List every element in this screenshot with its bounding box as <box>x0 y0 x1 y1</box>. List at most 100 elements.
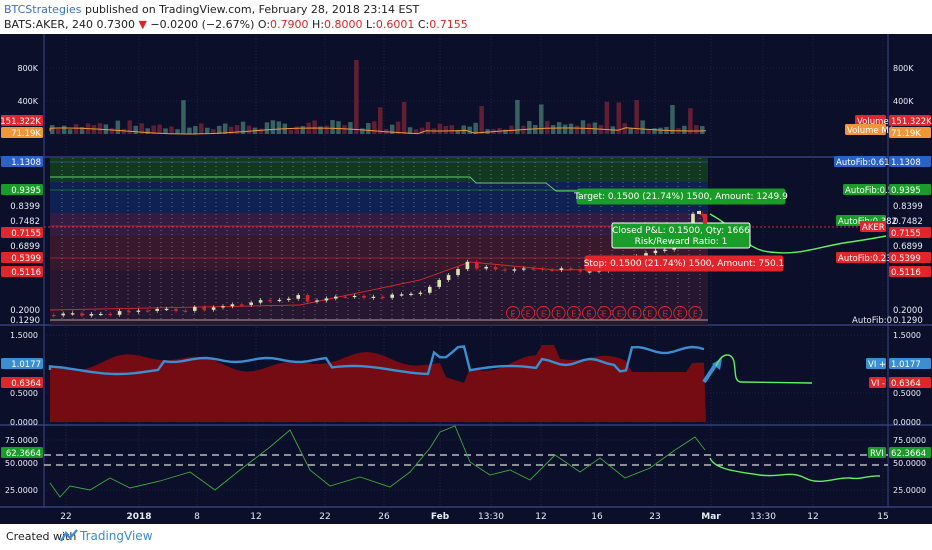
symbol-price-value-bg <box>889 227 931 238</box>
volume-bar <box>211 129 216 134</box>
vi-minus-left-label-bg <box>1 377 43 388</box>
volume-bar <box>318 126 323 134</box>
volume-axis-tick: 400K <box>893 97 914 106</box>
chart-canvas[interactable]: E E E E E E E E E E E E E 22 2018 8 12 22 26 Feb 13:30 12 16 2… <box>0 34 932 524</box>
candle-body <box>390 294 394 298</box>
candle-body <box>99 313 103 316</box>
candle-body <box>334 296 338 299</box>
tradingview-logo-icon <box>60 529 78 542</box>
candle-body <box>428 286 432 293</box>
earnings-marker-icon <box>658 306 672 320</box>
candle-body <box>352 295 357 298</box>
candle-body <box>587 271 592 273</box>
candle-body <box>399 294 404 296</box>
vi-axis-tick: 0.5000 <box>893 389 921 398</box>
candle-body <box>230 304 235 307</box>
volume-bar <box>169 126 174 134</box>
rvi-axis-tick: 50.0000 <box>893 459 926 468</box>
symbol-price-name: AKER <box>862 223 885 233</box>
rvi-left-label-bg <box>1 447 43 458</box>
volume-bar <box>354 60 359 134</box>
candle-body <box>512 269 517 271</box>
volume-bar <box>61 125 67 134</box>
symbol-name[interactable]: BATS:AKER, 240 <box>4 18 93 31</box>
vol-ma-right-name-bg <box>845 124 886 135</box>
volume-bar <box>97 123 103 134</box>
earnings-marker-label: E <box>617 310 622 319</box>
published-text: published on TradingView.com, February 2… <box>84 3 420 16</box>
rvi-right-value-bg <box>889 447 931 458</box>
earnings-marker-label: E <box>526 310 531 319</box>
earnings-marker-icon <box>566 306 581 320</box>
time-tick-label: 26 <box>378 512 390 522</box>
time-tick-label: 13:30 <box>478 512 504 522</box>
candle-body <box>221 306 225 308</box>
volume-bar <box>652 128 657 134</box>
volume-bar <box>592 122 598 134</box>
candle-body <box>381 296 385 298</box>
price-left-label: 1.1308 <box>11 158 41 168</box>
volume-bar <box>300 126 305 134</box>
volume-bar <box>187 127 192 134</box>
time-tick-label: 23 <box>649 512 660 522</box>
volume-axis-tick: 800K <box>17 64 38 73</box>
close-value: 0.7155 <box>429 18 468 31</box>
closed-pnl-box[interactable]: Closed P&L: 0.1500, Qty: 1666Risk/Reward… <box>611 222 751 249</box>
rvi-right-name-bg <box>868 447 886 458</box>
volume-bar <box>437 123 443 134</box>
vi-minus-right-value: 0.6364 <box>891 379 921 389</box>
volume-bar <box>270 120 276 134</box>
time-tick-label: 15 <box>877 512 888 522</box>
volume-bar <box>115 120 121 134</box>
price-right-tick: 0.1290 <box>893 316 923 326</box>
candle-body <box>296 295 300 299</box>
price-right-tick: 0.7482 <box>893 217 923 227</box>
closed-pnl-box-text: Closed P&L: 0.1500, Qty: 1666 <box>612 226 750 236</box>
author-link[interactable]: BTCStrategies <box>4 3 82 16</box>
target-box[interactable]: Target: 0.1500 (21.74%) 1500, Amount: 12… <box>573 188 788 205</box>
candle-body <box>315 300 319 302</box>
earnings-marker-label: E <box>602 310 607 319</box>
volume-bar <box>378 107 383 134</box>
vi-axis-tick: 0.0000 <box>893 418 921 427</box>
volume-bar <box>181 100 186 134</box>
candle-body <box>484 266 488 269</box>
price-right-tick: 0.8399 <box>893 202 923 212</box>
volume-bar <box>246 125 252 134</box>
earnings-marker-label: E <box>556 310 561 319</box>
earnings-marker-label: E <box>571 310 576 319</box>
candle-body <box>136 310 141 312</box>
vi-minus-right-name: VI - <box>871 379 885 389</box>
earnings-marker-icon <box>506 306 520 320</box>
candle-body <box>277 299 282 302</box>
volume-bar <box>544 121 550 134</box>
earnings-marker-icon <box>612 306 627 320</box>
vol-right-name: Volume <box>857 117 889 127</box>
volume-bar <box>425 122 431 134</box>
tradingview-brand[interactable]: TradingView <box>80 529 153 543</box>
candle-body <box>249 302 253 305</box>
candle-body <box>569 268 573 270</box>
volume-bar <box>324 125 329 134</box>
time-tick-label: 13:30 <box>750 512 776 522</box>
volume-bar <box>91 125 97 134</box>
candle-body <box>503 269 507 271</box>
earnings-marker-icon <box>673 306 688 320</box>
candle-body <box>522 268 526 270</box>
rvi-line <box>49 425 706 498</box>
vol-left-label: 151.322K <box>0 117 41 127</box>
stop-box[interactable]: Stop: 0.1500 (21.74%) 1500, Amount: 750.… <box>584 255 785 272</box>
earnings-marker-label: E <box>586 310 591 319</box>
volume-bar <box>366 123 371 134</box>
volume-bar <box>67 129 73 134</box>
volume-bar <box>348 122 353 134</box>
volume-bar <box>264 122 270 134</box>
volume-bar <box>193 125 198 134</box>
volume-bar <box>461 125 466 134</box>
volume-bar <box>73 124 79 134</box>
volume-bar <box>395 121 401 134</box>
vol-left-label: 71.19K <box>11 129 41 139</box>
price-right-label-bg <box>889 266 931 277</box>
price-left-label-bg <box>1 156 43 167</box>
vol-left-label-bg <box>1 127 43 138</box>
